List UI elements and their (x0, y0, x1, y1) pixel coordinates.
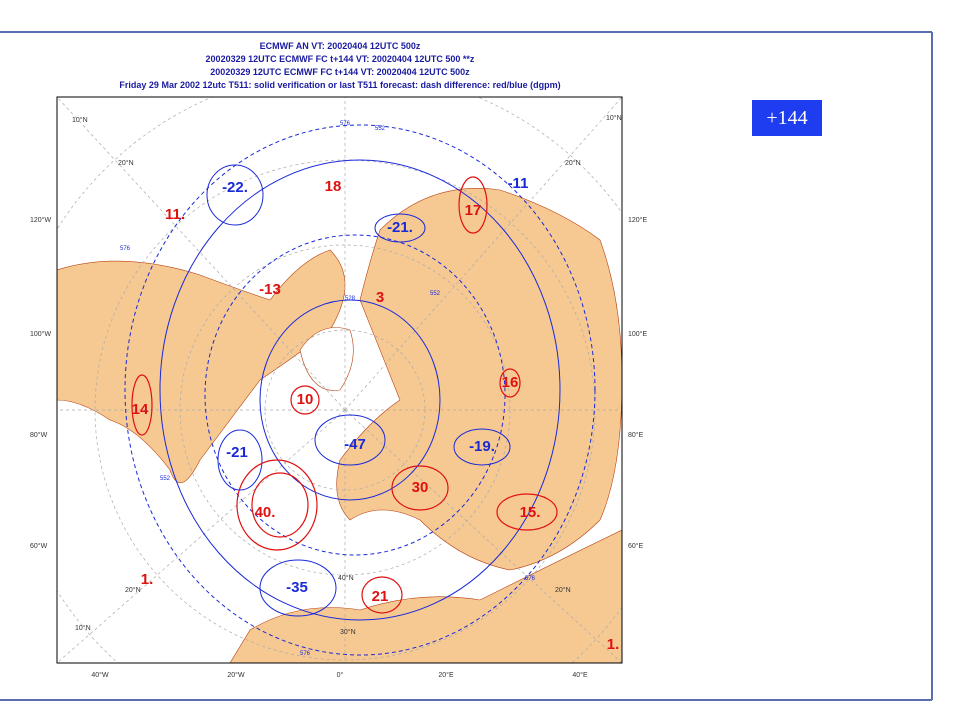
land-africa (229, 529, 622, 663)
axis-labels: 120°W 100°W 80°W 60°W 120°E 100°E 80°E 60°E 40°W… (30, 216, 647, 679)
lat-label: 10°N (72, 116, 88, 124)
contour-label: 576 (300, 651, 311, 657)
lon-label: 80°E (628, 431, 644, 439)
lat-label: 20°N (125, 586, 141, 594)
anomaly-label: -19. (469, 438, 495, 455)
header-line: Friday 29 Mar 2002 12utc T511: solid ver… (119, 80, 560, 90)
contour-label: 576 (340, 121, 351, 127)
lat-label: 30°N (340, 628, 356, 636)
graticule (57, 97, 622, 663)
anomaly-label: 21 (372, 588, 389, 605)
contour-label: 552 (160, 476, 171, 482)
contour-labels: 576 552 528 576 552 576 576 552 (120, 121, 536, 657)
contour-label: 528 (345, 296, 356, 302)
anomaly-labels: -22. 18 11. 17 -11 -21. -13 3 16 14 10 -47 -21 -19. 30… (132, 175, 620, 653)
lat-label: 20°N (118, 159, 134, 167)
contour-label: 552 (375, 126, 386, 132)
lon-label: 20°W (227, 671, 245, 679)
lon-label: 20°E (438, 671, 454, 679)
contours (124, 124, 596, 656)
anomaly-label: 40. (255, 504, 276, 521)
lon-label: 120°E (628, 216, 647, 224)
contour-label: 576 (525, 576, 536, 582)
lon-label: 100°E (628, 330, 647, 338)
grid-labels: 10°N 20°N 10°N 20°N 30°N 40°N 20°N 20°N 10°N (72, 114, 622, 636)
contour-label: 576 (120, 246, 131, 252)
lon-label: 80°W (30, 431, 48, 439)
header: ECMWF AN VT: 20020404 12UTC 500z 2002032… (119, 41, 560, 90)
land-greenland (299, 327, 354, 391)
badge-box (752, 100, 822, 136)
anomaly-label: -21 (226, 444, 248, 461)
anomaly-label: -13 (259, 281, 281, 298)
header-line: 20020329 12UTC ECMWF FC t+144 VT: 200204… (206, 54, 475, 64)
anomaly-label: 30 (412, 479, 429, 496)
anomaly-label: 14 (132, 401, 149, 418)
anomaly-label: 16 (502, 374, 519, 391)
anomaly-label: 15. (520, 504, 541, 521)
lon-label: 100°W (30, 330, 51, 338)
anomaly-label: -11 (508, 175, 529, 192)
land-eurasia (336, 188, 622, 571)
lon-label: 60°W (30, 542, 48, 550)
anomaly-label: 1. (141, 571, 154, 588)
lat-label: 20°N (565, 159, 581, 167)
anomaly-label: 17 (465, 202, 482, 219)
header-line: ECMWF AN VT: 20020404 12UTC 500z (260, 41, 421, 51)
anomaly-label: -35 (286, 579, 308, 596)
header-line: 20020329 12UTC ECMWF FC t+144 VT: 200204… (210, 67, 470, 77)
anomaly-label: 3 (376, 289, 384, 306)
anomaly-label: 10 (297, 391, 314, 408)
anomaly-label: -21. (387, 219, 413, 236)
lon-label: 60°E (628, 542, 644, 550)
lat-label: 10°N (606, 114, 622, 122)
anomaly-label: 18 (325, 178, 342, 195)
badge: +144 (766, 107, 807, 129)
lon-label: 0° (337, 671, 344, 679)
anomaly-label: 11. (165, 206, 185, 223)
lon-label: 40°W (91, 671, 109, 679)
map-border (56, 96, 623, 664)
lat-label: 10°N (75, 624, 91, 632)
map: -22. 18 11. 17 -11 -21. -13 3 16 14 10 -47 -21 -19. 30… (57, 97, 622, 663)
lat-label: 20°N (555, 586, 571, 594)
diff-contours (131, 176, 558, 614)
lon-label: 120°W (30, 216, 51, 224)
anomaly-label: -22. (222, 179, 248, 196)
contour-label: 552 (430, 291, 441, 297)
lon-label: 40°E (572, 671, 588, 679)
anomaly-label: 1. (607, 636, 620, 653)
anomaly-label: -47 (344, 436, 366, 453)
lat-label: 40°N (338, 574, 354, 582)
